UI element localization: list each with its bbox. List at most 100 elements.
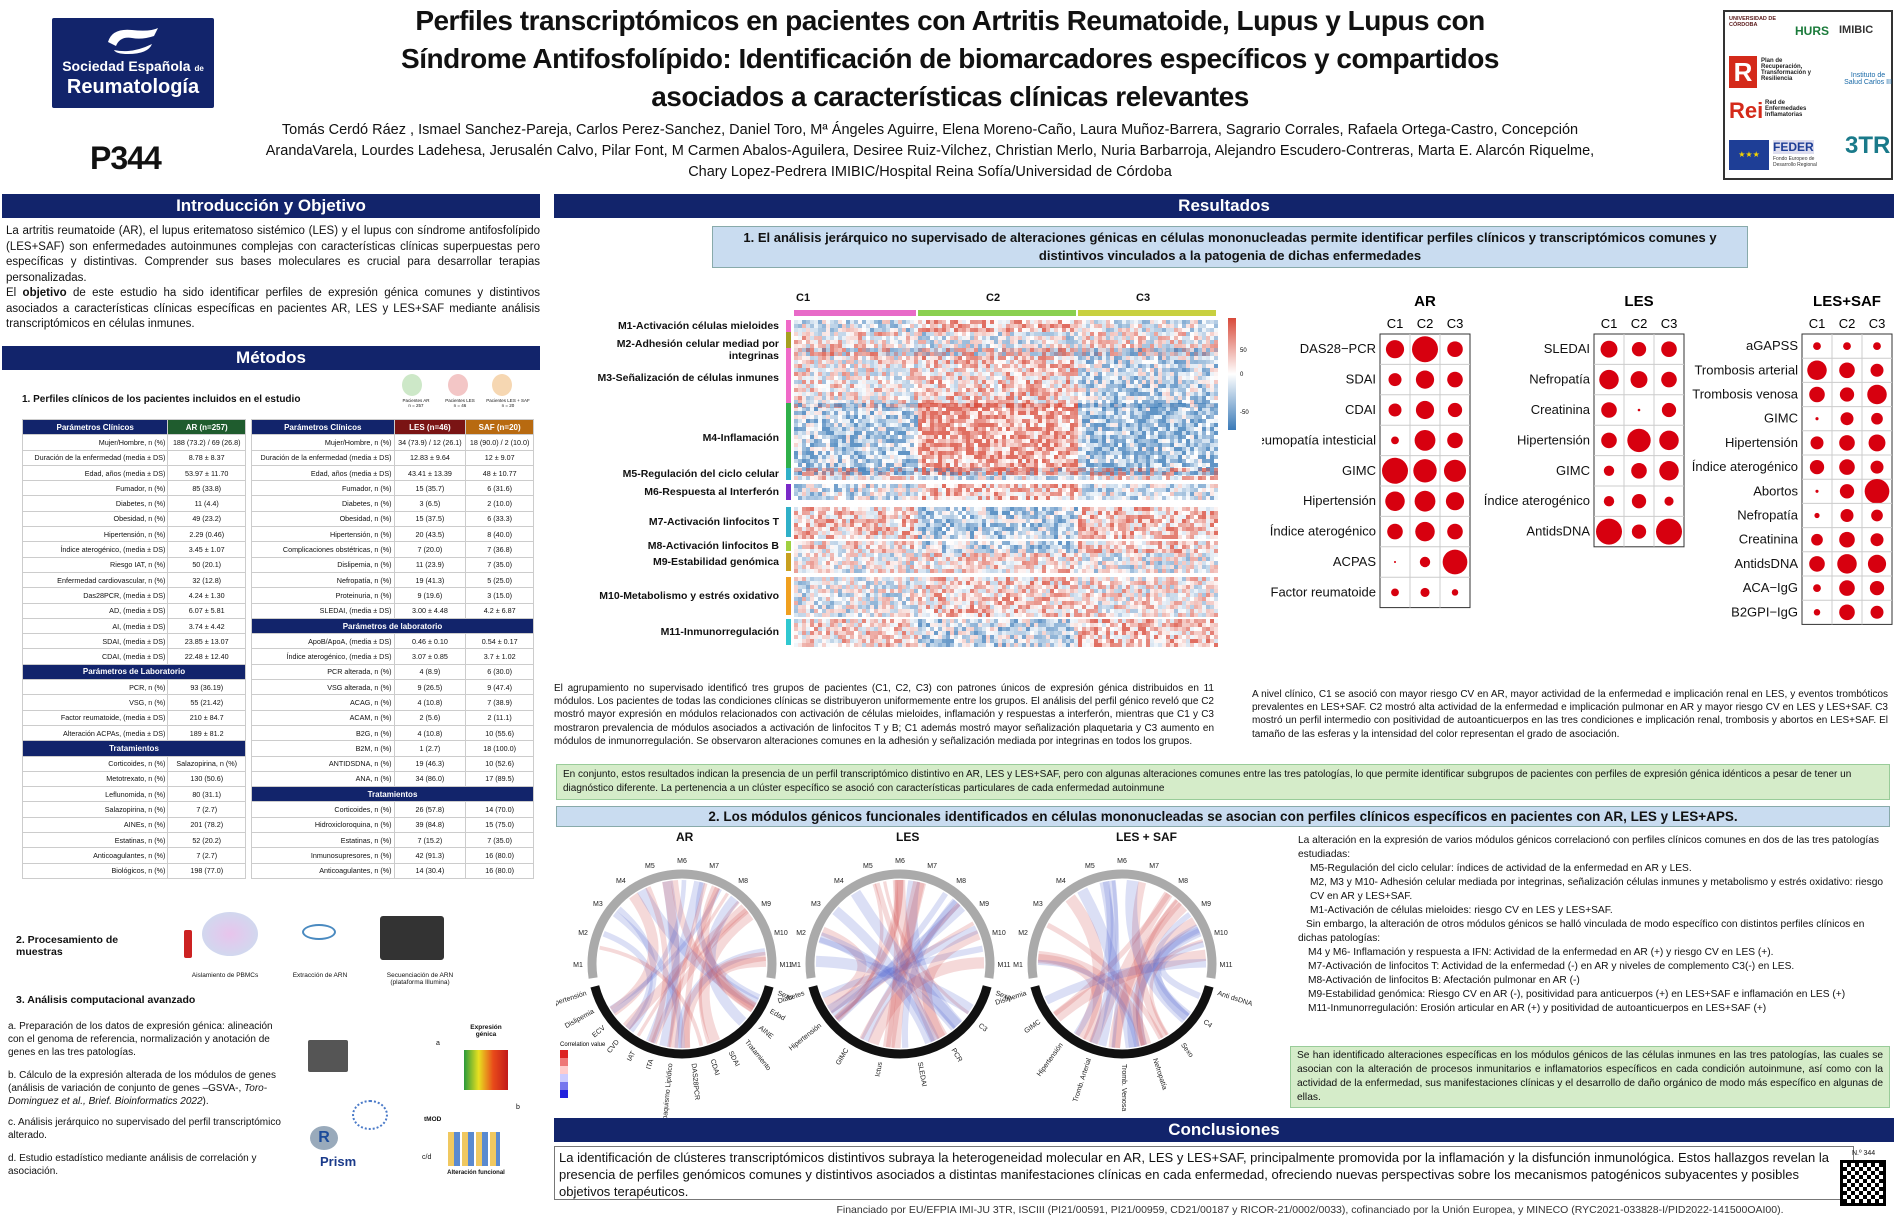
dotplot-dot — [1600, 340, 1618, 358]
chord-module-label: M10 — [992, 930, 1006, 937]
chord-link — [659, 880, 680, 1048]
dotplot-dot — [1871, 509, 1883, 522]
table-row: Obesidad, n (%) 15 (37.5) 6 (33.3) — [251, 510, 534, 528]
module-label: M2-Adhesión celular mediad por integrina… — [616, 338, 779, 362]
table-row: Hipertensión, n (%) 2.29 (0.46) — [21, 526, 246, 543]
table-param: ACAM, n (%) — [251, 709, 395, 726]
heatmap-block — [794, 541, 918, 553]
table-row: Hipertensión, n (%) 20 (43.5) 8 (40.0) — [251, 526, 534, 543]
table-value: 15 (35.7) — [393, 480, 467, 497]
list-item: M5-Regulación del ciclo celular: índices… — [1310, 863, 1692, 874]
chord-module-label: M9 — [1201, 901, 1211, 908]
chord-link — [645, 886, 669, 1044]
expression-heatmap-icon — [464, 1050, 508, 1090]
les-saf-clinical-table: Parámetros Clínicos LES (n=46) SAF (n=20) … — [251, 418, 534, 879]
table-param: ApoB/ApoA, (media ± DS) — [251, 633, 395, 650]
chord-link — [602, 930, 653, 1030]
dotplot-les: LES C1 C2 C3 SLEDAI Nefropatía Creatinina Hiper… — [1484, 293, 1685, 548]
dotplot-dot — [1388, 373, 1402, 387]
table-value: 7 (20.0) — [393, 541, 467, 558]
table-value: 16 (80.0) — [465, 862, 534, 879]
dotplot-row-label: SDAI — [1346, 372, 1376, 387]
imibic-logo: IMIBIC — [1839, 24, 1874, 36]
table-param: Edad, años (media ± DS) — [21, 464, 169, 482]
heatmap-block — [794, 553, 918, 573]
chord-module-label: M11 — [997, 962, 1010, 969]
r2-summary: Se han identificado alteraciones específ… — [1290, 1046, 1890, 1108]
table-row: Edad, años (media ± DS) 53.97 ± 11.70 — [21, 464, 246, 482]
chord-link — [646, 880, 704, 1044]
table-param: SDAI, (media ± DS) — [21, 633, 169, 650]
table-param: AINEs, n (%) — [21, 816, 169, 834]
table-param: Edad, años (media ± DS) — [251, 464, 395, 482]
table-section-header: Tratamientos — [251, 786, 534, 803]
dotplot-dot — [1840, 509, 1854, 522]
chord-link — [637, 887, 759, 1008]
dotplot-row-label: aGAPSS — [1746, 338, 1798, 353]
heatmap-block — [918, 468, 1078, 480]
dotplot-dot — [1414, 430, 1436, 451]
chord-module-label: M3 — [811, 901, 821, 908]
chord-link — [901, 898, 958, 1049]
dotplot-row-label: Creatinina — [1739, 532, 1799, 547]
chord-link — [1158, 941, 1205, 999]
table-row: PCR, n (%) 93 (36.19) — [21, 679, 246, 696]
table-param: Leflunomida, n (%) — [21, 786, 169, 803]
table-param: ANTIDSDNA, n (%) — [251, 755, 395, 772]
chord-module-label: M9 — [979, 901, 989, 908]
table-value: 12 ± 9.07 — [465, 449, 534, 466]
table-value: 43.41 ± 13.39 — [393, 464, 467, 482]
chord-module-label: M6 — [677, 858, 687, 865]
table-row: Complicaciones obstétricas, n (%) 7 (20.0… — [251, 541, 534, 558]
dotplot-ar: AR C1 C2 C3 DAS28−PCR SDAI CDAI Neumopatía inte… — [1262, 293, 1471, 609]
s3-b-ref: Toro- Dominguez et al., Brief. Bioinform… — [8, 1083, 268, 1107]
wf-cd: c/d — [422, 1154, 432, 1161]
dotplot-dot — [1451, 589, 1459, 596]
dotplot-dot — [1813, 584, 1821, 592]
heatmap-block — [918, 484, 1078, 500]
dotplot-dot — [1391, 436, 1399, 445]
icon-saf-n: n = 20 — [501, 403, 515, 408]
table-value: 7 (35.0) — [465, 556, 534, 573]
table-row: Duración de la enfermedad (media ± DS) 8.… — [21, 449, 246, 466]
heatmap-block — [794, 577, 918, 617]
table-row: Mujer/Hombre, n (%) 188 (73.2) / 69 (26.8… — [21, 434, 246, 451]
table-param: Obesidad, n (%) — [251, 510, 395, 528]
table-param: AI, (media ± DS) — [21, 617, 169, 635]
dotplot-row-label: AntidsDNA — [1734, 556, 1798, 571]
dotplot-dot — [1869, 580, 1885, 596]
legend-tick: -50 — [1240, 410, 1249, 416]
table-row: Salazopirina, n (%) 7 (2.7) — [21, 801, 246, 818]
table-row: Corticoides, n (%) 26 (57.8) 14 (70.0) — [251, 801, 534, 818]
table-value: 19 (41.3) — [393, 571, 467, 589]
dotplot-dot — [1813, 342, 1821, 350]
list-item: M2, M3 y M10- Adhesión celular mediada p… — [1310, 877, 1884, 902]
table-row: Nefropatía, n (%) 19 (41.3) 5 (25.0) — [251, 571, 534, 589]
dotplot-dot — [1415, 400, 1435, 420]
table-param: Biológicos, n (%) — [21, 862, 169, 879]
chord-link — [1111, 880, 1120, 1048]
plan-logo-icon: R — [1729, 56, 1757, 88]
dotplot-row-label: Nefropatía — [1529, 372, 1590, 387]
dotplot-dot — [1447, 523, 1463, 540]
chord-module-label: M4 — [616, 878, 626, 885]
dotplot-col-label: C2 — [1631, 316, 1648, 331]
saf-patient-icon — [492, 374, 512, 396]
table-param: Proteinuria, n (%) — [251, 587, 395, 604]
dotplot-dot — [1599, 369, 1619, 390]
dotplot-dot — [1867, 554, 1887, 573]
chord-link — [832, 906, 940, 1043]
dotplot-title: AR — [1414, 293, 1436, 310]
table-value: 32 (12.8) — [167, 571, 246, 589]
chord-module-label: M8 — [1178, 878, 1188, 885]
chord-link — [698, 900, 740, 1045]
chord-link — [616, 906, 657, 1033]
chord-link — [684, 886, 721, 1048]
table-param: Anticoagulantes, n (%) — [21, 847, 169, 864]
table-row: Índice aterogénico, (media ± DS) 3.07 ± 0… — [251, 648, 534, 665]
authors-line: ArandaVarela, Lourdes Ladehesa, Jerusalé… — [265, 143, 1595, 159]
table-value: 18 (90.0) / 2 (10.0) — [465, 434, 534, 451]
heatmap-block — [1078, 507, 1218, 539]
step-rna: Extracción de ARN — [292, 972, 348, 979]
table-param: PCR alterada, n (%) — [251, 663, 395, 681]
